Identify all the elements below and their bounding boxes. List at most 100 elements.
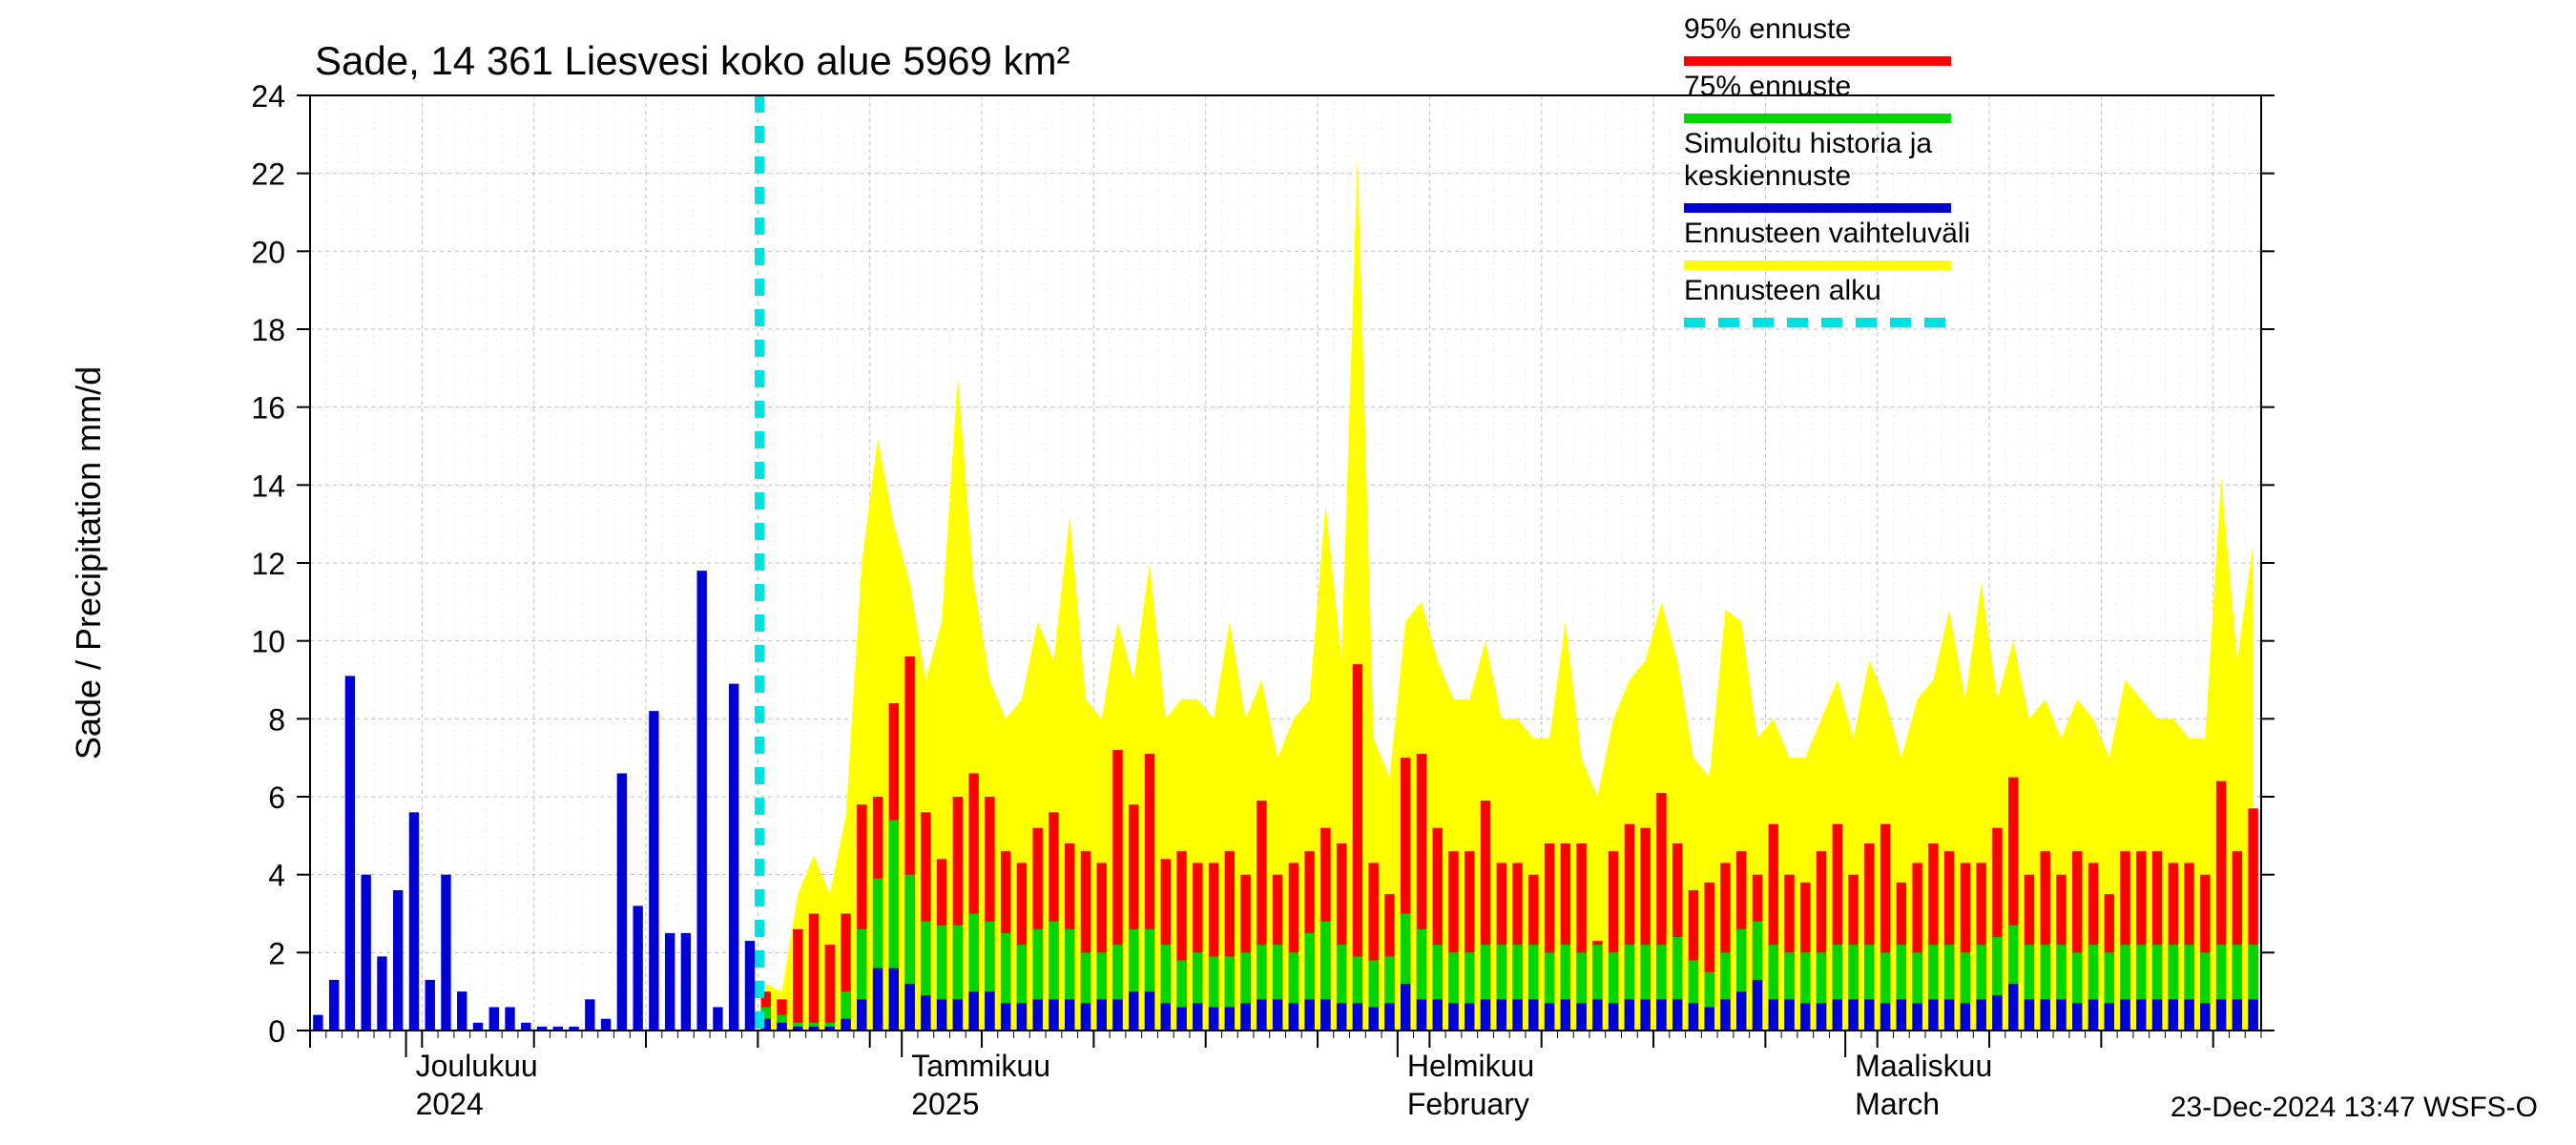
legend-label: 75% ennuste xyxy=(1684,71,1851,102)
bar-history xyxy=(745,941,755,1030)
bar-median xyxy=(1592,999,1602,1030)
bar-median xyxy=(1528,999,1538,1030)
bar-median xyxy=(1784,999,1794,1030)
bar-median xyxy=(1097,999,1107,1030)
bar-median xyxy=(2169,999,2178,1030)
bar-history xyxy=(313,1015,322,1030)
bar-median xyxy=(1833,999,1842,1030)
bar-median xyxy=(2248,999,2257,1030)
bar-median xyxy=(937,999,946,1030)
bar-median xyxy=(1049,999,1058,1030)
bar-median xyxy=(1129,991,1138,1030)
bar-median xyxy=(1561,999,1570,1030)
bar-median xyxy=(1753,980,1762,1030)
bar-median xyxy=(1032,999,1042,1030)
y-tick-label: 2 xyxy=(268,936,285,970)
x-month-sublabel: February xyxy=(1407,1087,1529,1121)
bar-median xyxy=(1193,1003,1202,1030)
x-month-label: Tammikuu xyxy=(911,1049,1050,1083)
bar-median xyxy=(2136,999,2146,1030)
bar-median xyxy=(1656,999,1666,1030)
bar-median xyxy=(1512,999,1522,1030)
bar-median xyxy=(1609,1003,1618,1030)
bar-median xyxy=(1273,999,1282,1030)
bar-95 xyxy=(809,914,819,1031)
bar-median xyxy=(1065,999,1074,1030)
bar-median xyxy=(1209,1008,1218,1031)
bar-median xyxy=(2200,1003,2210,1030)
bar-history xyxy=(409,812,419,1030)
chart-container: 024681012141618202224Joulukuu2024Tammiku… xyxy=(0,0,2576,1145)
bar-median xyxy=(1912,1003,1922,1030)
bar-median xyxy=(1161,1003,1171,1030)
x-month-label: Helmikuu xyxy=(1407,1049,1534,1083)
bar-median xyxy=(985,991,994,1030)
bar-history xyxy=(601,1019,611,1030)
bar-median xyxy=(857,999,866,1030)
y-tick-label: 0 xyxy=(268,1014,285,1049)
bar-median xyxy=(2120,999,2129,1030)
bar-history xyxy=(457,991,467,1030)
bar-median xyxy=(1944,999,1954,1030)
bar-history xyxy=(345,676,355,1030)
bar-median xyxy=(1001,1003,1010,1030)
bar-median xyxy=(1992,995,2002,1030)
bar-history xyxy=(393,890,403,1030)
bar-median xyxy=(1225,1008,1235,1031)
y-tick-label: 4 xyxy=(268,859,285,893)
bar-median xyxy=(2233,999,2242,1030)
bar-median xyxy=(1368,1008,1378,1031)
x-month-label: Maaliskuu xyxy=(1855,1049,1992,1083)
bar-median xyxy=(1448,1003,1458,1030)
bar-median xyxy=(2152,999,2162,1030)
bar-median xyxy=(1353,1003,1362,1030)
precipitation-chart: 024681012141618202224Joulukuu2024Tammiku… xyxy=(0,0,2576,1145)
bar-median xyxy=(1481,999,1490,1030)
legend-label: Ennusteen alku xyxy=(1684,275,1881,306)
y-tick-label: 24 xyxy=(251,79,285,114)
bar-history xyxy=(713,1008,722,1031)
bar-history xyxy=(521,1023,530,1030)
bar-history xyxy=(696,571,706,1030)
bar-median xyxy=(1736,991,1746,1030)
bar-median xyxy=(1240,1003,1250,1030)
bar-history xyxy=(426,980,435,1030)
bar-median xyxy=(873,968,883,1030)
bar-median xyxy=(1720,999,1730,1030)
bar-median xyxy=(1545,1003,1554,1030)
bar-median xyxy=(904,984,914,1030)
bar-median xyxy=(2056,999,2066,1030)
x-month-sublabel: March xyxy=(1855,1087,1940,1121)
y-tick-label: 10 xyxy=(251,625,285,659)
bar-median xyxy=(2072,1003,2082,1030)
bar-history xyxy=(633,906,642,1030)
bar-median xyxy=(1817,1003,1826,1030)
bar-median xyxy=(2184,999,2193,1030)
y-axis-label: Sade / Precipitation mm/d xyxy=(69,366,108,760)
bar-median xyxy=(1625,999,1634,1030)
bar-median xyxy=(2105,1003,2114,1030)
bar-history xyxy=(441,875,450,1030)
y-tick-label: 16 xyxy=(251,391,285,426)
bar-median xyxy=(1257,999,1266,1030)
bar-history xyxy=(729,684,738,1030)
bar-median xyxy=(1672,999,1682,1030)
bar-median xyxy=(1289,1003,1298,1030)
y-tick-label: 14 xyxy=(251,468,285,503)
bar-median xyxy=(1976,999,1985,1030)
bar-median xyxy=(1017,1003,1027,1030)
chart-title: Sade, 14 361 Liesvesi koko alue 5969 km² xyxy=(315,38,1070,83)
bar-median xyxy=(1848,999,1858,1030)
bar-median xyxy=(1417,999,1426,1030)
bar-median xyxy=(1433,999,1443,1030)
bar-median xyxy=(1081,1003,1091,1030)
bar-median xyxy=(953,999,963,1030)
bar-median xyxy=(1705,1008,1714,1031)
legend-label: Simuloitu historia ja xyxy=(1684,128,1932,159)
bar-median xyxy=(1880,1003,1890,1030)
bar-median xyxy=(2041,999,2050,1030)
bar-median xyxy=(1497,999,1506,1030)
bar-history xyxy=(361,875,370,1030)
bar-median xyxy=(841,1019,850,1030)
bar-median xyxy=(1961,1003,1970,1030)
